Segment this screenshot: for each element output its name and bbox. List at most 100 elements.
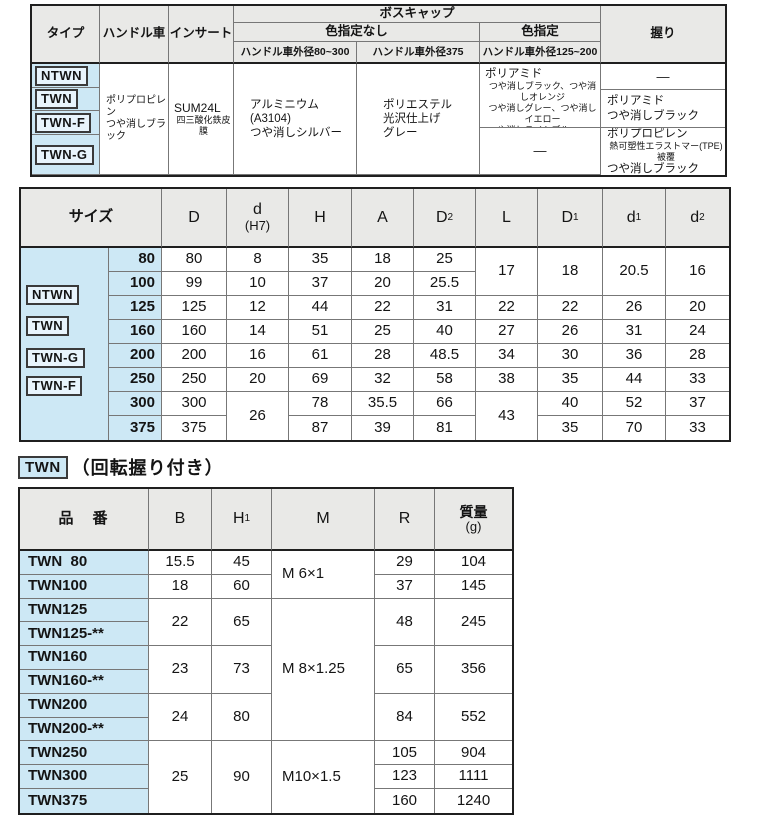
type-badge-twn: TWN <box>26 316 70 336</box>
type-badge-column: NTWN TWN TWN-G TWN-F <box>21 248 109 440</box>
cap-375-cell: ポリエステル 光沢仕上げ グレー <box>357 64 480 175</box>
cell-L-merged: 17 <box>476 248 538 296</box>
cell-A: 35.5 <box>352 392 414 416</box>
cell-H: 35 <box>289 248 352 272</box>
cell-mass-merged: 356 <box>435 646 512 694</box>
cap-125-200-cell: ポリアミド つや消しブラック、つや消しオレンジ つや消しグレー、つや消しイエロー… <box>480 64 601 128</box>
cell-D1: 26 <box>538 320 603 344</box>
col-header-dia-80-300: ハンドル車外径80~300 <box>234 42 357 64</box>
cell-H1: 45 <box>212 551 272 575</box>
col-header-boss-cap: ボスキャップ <box>234 6 601 23</box>
cell-mass: 104 <box>435 551 512 575</box>
cap-125-200-colors: つや消しブラック、つや消しオレンジ つや消しグレー、つや消しイエロー つや消しラ… <box>488 81 597 127</box>
cell-B-merged: 25 <box>149 741 212 813</box>
cell-D: 160 <box>162 320 227 344</box>
cell-H: 78 <box>289 392 352 416</box>
cell-M-merged: M 6×1 <box>272 551 375 599</box>
cell-d2-merged: 16 <box>666 248 729 296</box>
cell-L: 38 <box>476 368 538 392</box>
cell-d: 12 <box>227 296 289 320</box>
cell-R-merged: 65 <box>375 646 435 694</box>
cell-D2: 81 <box>414 416 476 440</box>
cell-D1: 35 <box>538 368 603 392</box>
cell-M-merged: M10×1.5 <box>272 741 375 813</box>
cell-D2: 66 <box>414 392 476 416</box>
cell-B-merged: 23 <box>149 646 212 694</box>
part-twn250: TWN250 <box>20 741 149 766</box>
cell-L: 22 <box>476 296 538 320</box>
part-twn125: TWN125 <box>20 598 149 623</box>
type-badge-twn-f: TWN-F <box>26 376 83 396</box>
cell-D2: 25 <box>414 248 476 272</box>
cell-d: 16 <box>227 344 289 368</box>
size-300: 300 <box>109 392 162 416</box>
col-header-insert: インサート <box>169 6 234 64</box>
cap-125-200-material: ポリアミド <box>485 68 543 80</box>
cell-A: 28 <box>352 344 414 368</box>
col-header-grip: 握り <box>601 6 725 64</box>
cell-B: 18 <box>149 574 212 599</box>
cap-125-200-none-cell: — <box>480 128 601 175</box>
col-header-type: タイプ <box>32 6 100 64</box>
part-twn200: TWN200 <box>20 693 149 718</box>
cell-A: 32 <box>352 368 414 392</box>
cell-R: 160 <box>375 788 435 813</box>
type-badge-ntwn: NTWN <box>26 285 79 305</box>
type-column: NTWN TWN TWN-F TWN-G <box>32 64 100 175</box>
grip-polyamide-cell: ポリアミド つや消しブラック <box>601 90 725 128</box>
size-375: 375 <box>109 416 162 440</box>
cell-A: 18 <box>352 248 414 272</box>
size-250: 250 <box>109 368 162 392</box>
cell-H: 61 <box>289 344 352 368</box>
cell-A: 39 <box>352 416 414 440</box>
cell-D: 375 <box>162 416 227 440</box>
cell-d1: 70 <box>603 416 666 440</box>
cell-d2: 33 <box>689 418 706 436</box>
cell-d: 8 <box>227 248 289 272</box>
cell-D: 200 <box>162 344 227 368</box>
type-badge-twn-g: TWN-G <box>35 144 94 165</box>
cell-R: 123 <box>375 765 435 789</box>
header-d: d <box>253 201 262 219</box>
twn-heading-badge: TWN <box>18 455 68 479</box>
cell-L: 34 <box>476 344 538 368</box>
header-H7: (H7) <box>244 218 271 234</box>
type-row: TWN <box>32 88 99 111</box>
col-header-dia-375: ハンドル車外径375 <box>357 42 480 64</box>
header-H: H <box>289 189 352 248</box>
cell-D: 125 <box>162 296 227 320</box>
cell-D1: 30 <box>538 344 603 368</box>
cell-A: 20 <box>352 272 414 296</box>
cell-d2: 37 <box>666 392 729 416</box>
cell-R: 29 <box>375 551 435 575</box>
materials-table: タイプ ハンドル車 インサート ボスキャップ 握り 色指定なし 色指定 ハンドル… <box>30 4 727 177</box>
cap-80-300-cell: アルミニウム (A3104) つや消しシルバー <box>234 64 357 175</box>
cell-R: 37 <box>375 574 435 599</box>
cell-D: 300 <box>162 392 227 416</box>
cell-d1: 36 <box>603 344 666 368</box>
cell-A: 22 <box>352 296 414 320</box>
grip-tpe-line1: ポリプロピレン <box>607 128 688 140</box>
cell-H1-merged: 80 <box>212 693 272 742</box>
part-twn200-star: TWN200-** <box>20 717 149 742</box>
part-twn300: TWN300 <box>20 765 149 789</box>
header-size: サイズ <box>21 189 162 248</box>
cell-D: 80 <box>162 248 227 272</box>
cell-d: 14 <box>227 320 289 344</box>
cell-d1: 52 <box>603 392 666 416</box>
size-125: 125 <box>109 296 162 320</box>
header-M: M <box>272 489 375 551</box>
size-160: 160 <box>109 320 162 344</box>
cell-L: 27 <box>476 320 538 344</box>
twn-heading-suffix: （回転握り付き） <box>71 458 224 478</box>
cell-D: 99 <box>162 272 227 296</box>
cell-H1: 60 <box>212 574 272 599</box>
cell-H: 51 <box>289 320 352 344</box>
header-L: L <box>476 189 538 248</box>
